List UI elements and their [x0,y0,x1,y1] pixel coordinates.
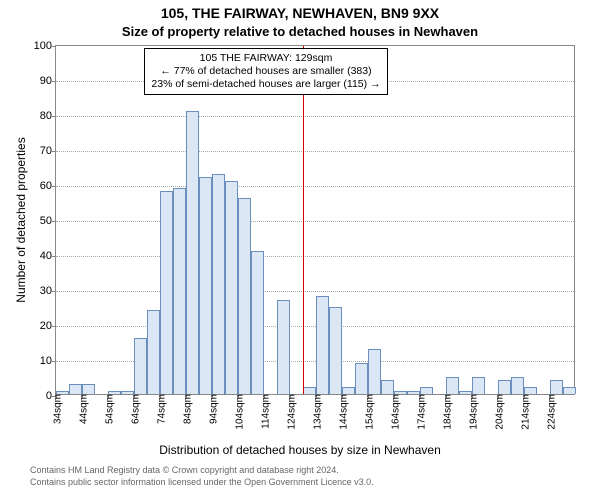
histogram-bar [420,387,433,394]
chart-plot-area: 010203040506070809010034sqm44sqm54sqm64s… [55,45,575,395]
histogram-bar [238,198,251,394]
xtick-label: 94sqm [205,394,220,424]
histogram-bar [277,300,290,395]
histogram-bar [160,191,173,394]
x-axis-label: Distribution of detached houses by size … [0,443,600,457]
xtick-label: 44sqm [75,394,90,424]
xtick-label: 184sqm [439,394,454,430]
gridline [56,291,574,292]
xtick-label: 204sqm [491,394,506,430]
xtick-label: 64sqm [127,394,142,424]
histogram-bar [199,177,212,394]
gridline [56,116,574,117]
histogram-bar [511,377,524,395]
info-line-1: 105 THE FAIRWAY: 129sqm [151,52,380,65]
gridline [56,186,574,187]
xtick-label: 164sqm [387,394,402,430]
ytick-label: 100 [34,40,56,52]
ytick-label: 40 [40,250,56,262]
xtick-label: 124sqm [283,394,298,430]
gridline [56,151,574,152]
histogram-bar [329,307,342,395]
property-marker-line [303,46,304,394]
y-axis-label: Number of detached properties [14,45,28,395]
xtick-label: 144sqm [335,394,350,430]
info-box: 105 THE FAIRWAY: 129sqm← 77% of detached… [144,48,387,95]
ytick-label: 10 [40,355,56,367]
xtick-label: 194sqm [465,394,480,430]
xtick-label: 84sqm [179,394,194,424]
histogram-bar [524,387,537,394]
ytick-label: 30 [40,285,56,297]
chart-subtitle: Size of property relative to detached ho… [0,24,600,39]
footer-line-1: Contains HM Land Registry data © Crown c… [30,465,339,476]
histogram-bar [472,377,485,395]
xtick-label: 34sqm [49,394,64,424]
info-line-3: 23% of semi-detached houses are larger (… [151,78,380,91]
histogram-bar [69,384,82,395]
ytick-label: 20 [40,320,56,332]
gridline [56,221,574,222]
xtick-label: 54sqm [101,394,116,424]
ytick-label: 70 [40,145,56,157]
info-line-2: ← 77% of detached houses are smaller (38… [151,65,380,78]
xtick-label: 174sqm [413,394,428,430]
xtick-label: 214sqm [517,394,532,430]
histogram-bar [550,380,563,394]
histogram-bar [316,296,329,394]
histogram-bar [498,380,511,394]
histogram-bar [225,181,238,395]
ytick-label: 80 [40,110,56,122]
xtick-label: 104sqm [231,394,246,430]
address-title: 105, THE FAIRWAY, NEWHAVEN, BN9 9XX [0,5,600,21]
histogram-bar [82,384,95,395]
xtick-label: 114sqm [257,394,272,429]
histogram-bar [381,380,394,394]
histogram-bar [186,111,199,395]
xtick-label: 134sqm [309,394,324,430]
footer-line-2: Contains public sector information licen… [30,477,374,488]
histogram-bar [563,387,576,394]
histogram-bar [446,377,459,395]
xtick-label: 154sqm [361,394,376,430]
histogram-bar [251,251,264,395]
xtick-label: 224sqm [543,394,558,430]
histogram-bar [147,310,160,394]
ytick-label: 90 [40,75,56,87]
ytick-label: 60 [40,180,56,192]
ytick-label: 50 [40,215,56,227]
histogram-bar [173,188,186,395]
histogram-bar [368,349,381,395]
histogram-bar [342,387,355,394]
histogram-bar [355,363,368,395]
gridline [56,256,574,257]
histogram-bar [134,338,147,394]
gridline [56,326,574,327]
histogram-bar [303,387,316,394]
histogram-bar [212,174,225,395]
xtick-label: 74sqm [153,394,168,424]
